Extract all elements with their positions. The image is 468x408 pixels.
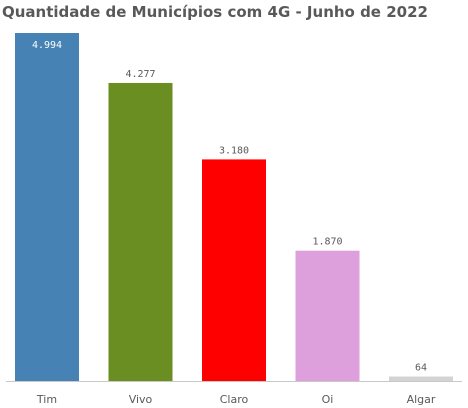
value-label-vivo: 4.277 (125, 69, 155, 80)
bar-algar (389, 376, 453, 381)
category-label-oi: Oi (322, 393, 334, 406)
value-label-tim: 4.994 (32, 40, 62, 51)
bar-tim (15, 33, 79, 381)
bar-vivo (108, 82, 173, 381)
category-label-vivo: Vivo (129, 393, 153, 406)
bar-claro (202, 159, 266, 381)
bar-oi (295, 250, 360, 381)
value-label-claro: 3.180 (219, 145, 249, 156)
chart-title: Quantidade de Municípios com 4G - Junho … (2, 3, 428, 21)
category-label-tim: Tim (36, 393, 57, 406)
value-label-algar: 64 (415, 363, 427, 374)
value-label-oi: 1.870 (312, 237, 342, 248)
category-label-algar: Algar (407, 393, 436, 406)
category-label-claro: Claro (220, 393, 249, 406)
bars-group: 4.994 Tim 4.277 Vivo 3.180 Claro 1.870 Oi 64 Alga… (15, 33, 453, 406)
